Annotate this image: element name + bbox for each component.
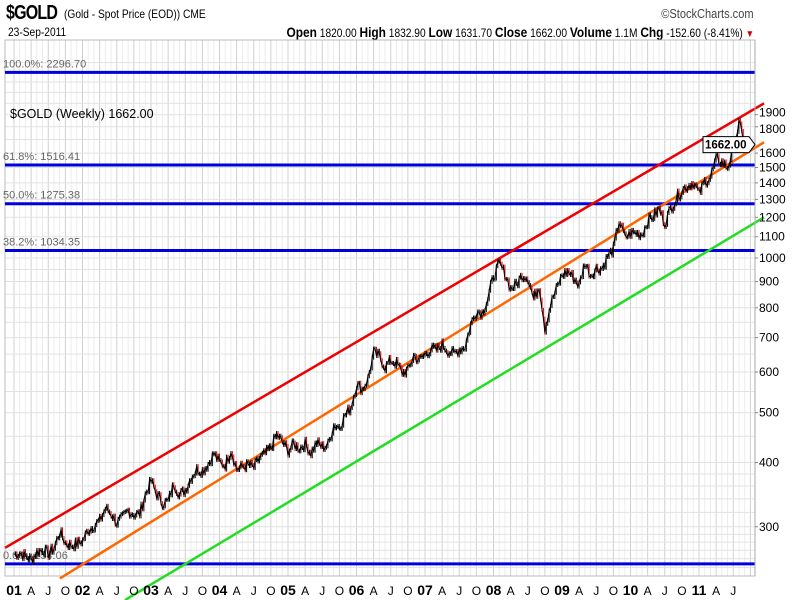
fib-levels: 100.0%: 2296.70 61.8%: 1516.41 50.0%: 1275… [3, 58, 755, 566]
x-tick-label: O [129, 584, 138, 598]
chart-description: (Gold - Spot Price (EOD)) CME [64, 7, 206, 21]
x-tick-label: J [525, 584, 531, 598]
y-tick-label: 1500 [759, 160, 786, 174]
low-value: 1631.70 [455, 26, 492, 40]
x-tick-label: O [61, 584, 70, 598]
x-tick-label: A [575, 584, 583, 598]
x-tick-label: J [319, 584, 325, 598]
y-tick-label: 900 [759, 275, 779, 289]
price-series [13, 118, 746, 565]
y-tick-label: 1900 [759, 106, 786, 120]
x-tick-label: A [164, 584, 172, 598]
down-arrow-icon: ▼ [745, 29, 754, 40]
x-tick-label: 08 [486, 582, 502, 598]
y-tick-label: 400 [759, 456, 779, 470]
close-label: Close [494, 24, 528, 40]
chart-symbol-title: $GOLD [6, 2, 58, 24]
x-tick-label: J [45, 584, 51, 598]
low-label: Low [428, 24, 453, 40]
high-label: High [359, 24, 386, 40]
y-tick-label: 1400 [759, 176, 786, 190]
y-tick-label: 1800 [759, 122, 786, 136]
x-tick-label: J [662, 584, 668, 598]
x-tick-label: O [472, 584, 481, 598]
x-tick-label: 06 [349, 582, 365, 598]
chg-label: Chg [640, 24, 664, 40]
y-tick-label: 500 [759, 406, 779, 420]
x-tick-label: O [540, 584, 549, 598]
x-tick-label: O [266, 584, 275, 598]
last-price-label: 1662.00 [705, 140, 747, 152]
x-tick-label: 11 [692, 582, 707, 598]
x-tick-label: 10 [623, 582, 639, 598]
brand-watermark[interactable]: ©StockCharts.com [661, 6, 754, 21]
x-tick-label: 01 [6, 582, 22, 598]
x-tick-label: O [335, 584, 344, 598]
x-tick-label: A [712, 584, 720, 598]
x-tick-label: A [27, 584, 35, 598]
volume-label: Volume [569, 24, 612, 40]
x-tick-label: J [593, 584, 599, 598]
x-tick-label: A [370, 584, 378, 598]
x-tick-label: A [301, 584, 309, 598]
x-tick-label: 05 [280, 582, 296, 598]
fib-label: 61.8%: 1516.41 [3, 151, 80, 163]
y-tick-label: 1300 [759, 192, 786, 206]
x-tick-label: J [251, 584, 257, 598]
last-price-marker: 1662.00 [702, 136, 756, 154]
green-channel-trendline[interactable] [124, 216, 765, 600]
x-tick-label: 02 [75, 582, 91, 598]
x-axis: 01 A J O 02 A J O 03 A J O 04 A J O 05 A J O 06 A J O 07 A J O 08 A J O… [6, 582, 736, 598]
x-tick-label: O [403, 584, 412, 598]
fib-label: 50.0%: 1275.38 [3, 190, 80, 202]
y-tick-label: 1100 [759, 230, 785, 244]
x-tick-label: O [677, 584, 686, 598]
x-tick-label: 04 [212, 582, 228, 598]
y-tick-label: 1000 [759, 251, 786, 265]
y-tick-label: 1200 [759, 210, 786, 224]
legend-series-title: $GOLD (Weekly) 1662.00 [10, 107, 154, 121]
open-value: 1820.00 [319, 26, 357, 40]
volume-value: 1.1M [614, 26, 638, 40]
x-tick-label: A [644, 584, 652, 598]
y-tick-label: 1600 [759, 146, 786, 160]
close-value: 1662.00 [530, 26, 567, 40]
chart-date: 23-Sep-2011 [8, 25, 67, 39]
x-tick-label: A [96, 584, 104, 598]
x-tick-label: J [182, 584, 188, 598]
fib-label: 100.0%: 2296.70 [3, 58, 86, 70]
x-tick-label: J [730, 584, 736, 598]
grid [5, 40, 755, 576]
x-tick-label: O [609, 584, 618, 598]
x-tick-label: O [198, 584, 207, 598]
ohlc-summary: Open 1820.00 High 1832.90 Low 1631.70 Cl… [286, 24, 754, 40]
chg-value: -152.60 (-8.41%) [666, 26, 743, 40]
x-tick-label: 09 [554, 582, 570, 598]
red-channel-trendline[interactable] [4, 102, 765, 549]
fib-label: 38.2%: 1034.35 [3, 236, 80, 248]
y-tick-label: 600 [759, 365, 779, 379]
y-axis: 300 400 500 600 700 800 900 1000 1100 1200 1300 140… [754, 40, 786, 576]
x-tick-label: A [438, 584, 446, 598]
x-tick-label: J [388, 584, 394, 598]
high-value: 1832.90 [388, 26, 426, 40]
y-tick-label: 700 [759, 331, 779, 345]
open-label: Open [286, 24, 317, 40]
x-tick-label: J [456, 584, 462, 598]
x-tick-label: J [114, 584, 120, 598]
x-tick-label: 07 [417, 582, 433, 598]
y-tick-label: 800 [759, 301, 779, 315]
x-tick-label: 03 [143, 582, 159, 598]
x-tick-label: A [233, 584, 241, 598]
y-tick-label: 300 [759, 520, 779, 534]
x-tick-label: A [507, 584, 515, 598]
price-line [13, 118, 746, 565]
